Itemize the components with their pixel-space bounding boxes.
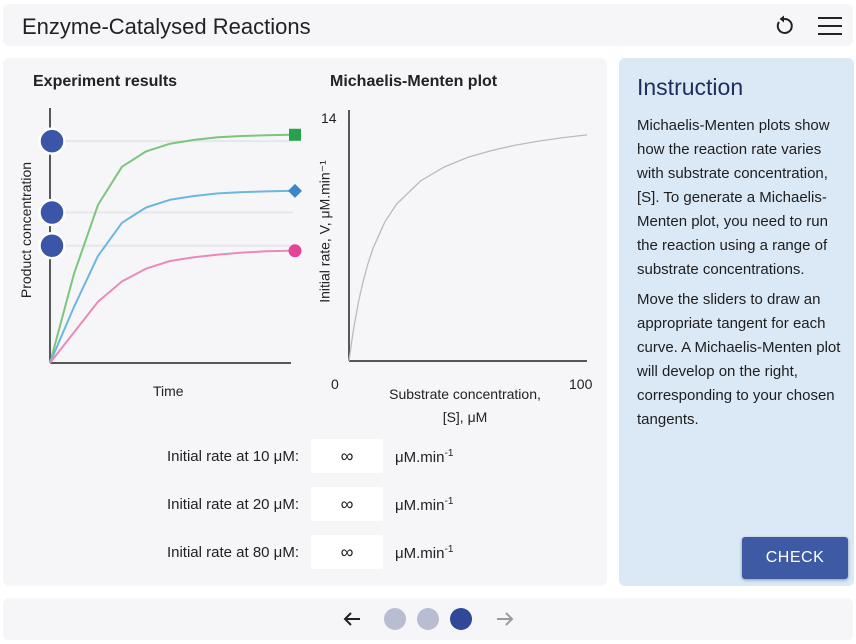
footer-nav [3, 598, 853, 640]
green-square-marker [289, 128, 301, 141]
rate-unit-text-10: μM.min [395, 449, 445, 466]
blue-diamond-marker [288, 183, 302, 198]
charts-canvas [38, 108, 588, 364]
slider-handle-2[interactable] [38, 198, 66, 227]
app-title: Enzyme-Catalysed Reactions [22, 14, 311, 39]
pink-circle-marker [288, 244, 302, 258]
reset-icon[interactable] [773, 15, 795, 37]
page-dot-2[interactable] [417, 608, 439, 630]
mm-x-max-label: 100 [569, 376, 593, 392]
mm-y-axis-label: Initial rate, V, μM.min⁻¹ [316, 160, 333, 303]
arrow-left-icon[interactable] [341, 608, 363, 630]
experiment-curve-2 [49, 189, 291, 364]
rate-unit-text-80: μM.min [395, 545, 445, 562]
rate-unit-exponent-20: -1 [444, 496, 454, 507]
mm-y-max-label: 14 [321, 110, 337, 126]
rate-unit-exponent-10: -1 [444, 448, 454, 459]
slider-handle-1[interactable] [38, 127, 66, 155]
experiment-results-title: Experiment results [33, 73, 178, 90]
mm-curve [348, 134, 588, 362]
rate-unit-20: μM.min-1 [395, 496, 453, 514]
rate-value-10: ∞ [311, 439, 383, 473]
instruction-text: Michaelis-Menten plots show how the reac… [637, 114, 842, 438]
experiment-curve-1 [49, 133, 291, 364]
rate-value-80: ∞ [311, 535, 383, 569]
rate-value-20: ∞ [311, 487, 383, 521]
rate-unit-10: μM.min-1 [395, 448, 453, 466]
mm-x-axis-label: Substrate concentration, [S], μM [375, 383, 555, 429]
michaelis-menten-title: Michaelis-Menten plot [330, 73, 498, 90]
rate-unit-80: μM.min-1 [395, 544, 453, 562]
check-button[interactable]: CHECK [742, 537, 848, 579]
rate-row-20: Initial rate at 20 μM: ∞ μM.min-1 [3, 487, 607, 521]
instruction-paragraph-2: Move the sliders to draw an appropriate … [637, 291, 841, 428]
experiment-x-axis-label: Time [153, 383, 184, 399]
page-dot-1[interactable] [384, 608, 406, 630]
rate-unit-text-20: μM.min [395, 497, 445, 514]
rate-label-10: Initial rate at 10 μM: [166, 448, 299, 465]
mm-x-axis-label-line1: Substrate concentration, [389, 386, 541, 402]
rate-label-20: Initial rate at 20 μM: [166, 496, 299, 513]
rate-row-10: Initial rate at 10 μM: ∞ μM.min-1 [3, 439, 607, 473]
experiment-y-axis-label: Product concentration [18, 161, 34, 299]
hamburger-menu-icon[interactable] [818, 17, 842, 35]
rate-label-80: Initial rate at 80 μM: [166, 544, 299, 561]
experiment-curve-3 [49, 249, 291, 364]
mm-x-min-label: 0 [331, 376, 339, 392]
page-dot-3[interactable] [450, 608, 472, 630]
app-header: Enzyme-Catalysed Reactions [3, 4, 853, 46]
main-panel: Experiment results Michaelis-Menten plot… [3, 58, 607, 586]
instruction-paragraph-1: Michaelis-Menten plots show how the reac… [637, 117, 830, 278]
mm-x-axis-label-line2: [S], μM [442, 409, 488, 425]
instruction-title: Instruction [637, 74, 744, 100]
instruction-panel: Instruction Michaelis-Menten plots show … [619, 58, 854, 586]
rate-row-80: Initial rate at 80 μM: ∞ μM.min-1 [3, 535, 607, 569]
slider-handle-3[interactable] [38, 231, 66, 260]
arrow-right-icon[interactable] [494, 608, 516, 630]
rate-unit-exponent-80: -1 [444, 544, 454, 555]
